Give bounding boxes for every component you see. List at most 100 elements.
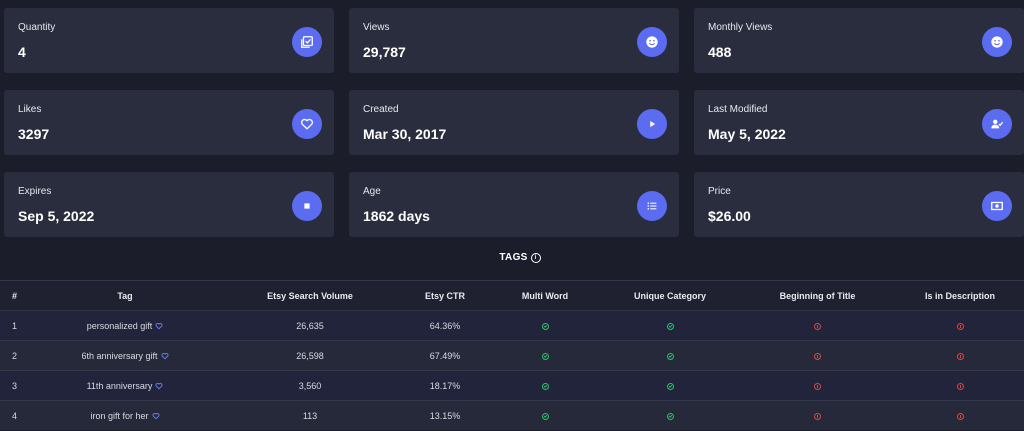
in-description-status: [900, 371, 1020, 401]
list-icon: [637, 191, 667, 221]
tag-cell: iron gift for her: [40, 401, 210, 431]
card-quantity: Quantity 4: [4, 8, 334, 73]
card-value: 488: [708, 44, 732, 60]
tag-cell: personalized gift: [40, 311, 210, 341]
card-value: $26.00: [708, 208, 751, 224]
check-circle-icon: [541, 323, 549, 331]
card-label: Created: [363, 104, 399, 115]
beginning-of-title-status: [755, 371, 880, 401]
card-views: Views 29,787: [349, 8, 679, 73]
check-circle-icon: [666, 383, 674, 391]
table-row: 4 iron gift for her 113 13.15%: [0, 400, 1024, 430]
column-header-in-description: Is in Description: [924, 291, 995, 301]
stop-icon: [292, 191, 322, 221]
in-description-status: [900, 311, 1020, 341]
tag-name: personalized gift: [86, 321, 153, 331]
alert-circle-icon: [956, 323, 964, 331]
check-circle-icon: [541, 413, 549, 421]
in-description-status: [900, 341, 1020, 371]
alert-circle-icon: [956, 353, 964, 361]
card-price: Price $26.00: [694, 172, 1024, 237]
unique-category-status: [610, 311, 730, 341]
alert-circle-icon: [814, 323, 821, 331]
alert-circle-icon: [956, 383, 964, 391]
check-circle-icon: [666, 353, 674, 361]
card-label: Age: [363, 186, 381, 197]
ctr-value: 67.49%: [429, 351, 461, 361]
card-likes: Likes 3297: [4, 90, 334, 155]
multi-word-status: [500, 311, 590, 341]
column-header-beginning-of-title: Beginning of Title: [779, 291, 856, 301]
row-number: 4: [12, 411, 18, 421]
in-description-status: [900, 401, 1020, 431]
tag-name: 11th anniversary: [86, 381, 153, 391]
search-volume: 26,635: [296, 321, 324, 331]
ctr-value: 13.15%: [429, 411, 461, 421]
alert-circle-icon: [956, 413, 964, 421]
heart-outline-icon[interactable]: [155, 382, 163, 390]
tag-cell: 6th anniversary gift: [40, 341, 210, 371]
unique-category-status: [610, 401, 730, 431]
table-header: # Tag Etsy Search Volume Etsy CTR Multi …: [0, 280, 1024, 310]
beginning-of-title-status: [755, 311, 880, 341]
card-value: 4: [18, 44, 26, 60]
card-value: 1862 days: [363, 208, 430, 224]
search-volume: 113: [302, 411, 318, 421]
search-volume: 26,598: [296, 351, 324, 361]
heart-outline-icon[interactable]: [155, 322, 163, 330]
tag-name: iron gift for her: [90, 411, 149, 421]
beginning-of-title-status: [755, 341, 880, 371]
column-header-number: #: [12, 291, 18, 301]
card-label: Quantity: [18, 22, 56, 33]
table-body: 1 personalized gift 26,635 64.36% 2 6th …: [0, 310, 1024, 430]
card-label: Last Modified: [708, 104, 768, 115]
search-volume: 3,560: [298, 381, 322, 391]
card-created: Created Mar 30, 2017: [349, 90, 679, 155]
heart-icon: [292, 109, 322, 139]
heart-outline-icon[interactable]: [161, 352, 169, 360]
card-value: 3297: [18, 126, 50, 142]
tags-heading: TAGS i: [0, 252, 1024, 263]
table-row: 1 personalized gift 26,635 64.36%: [0, 310, 1024, 340]
alert-circle-icon: [814, 413, 821, 421]
table-row: 3 11th anniversary 3,560 18.17%: [0, 370, 1024, 400]
column-header-search-volume: Etsy Search Volume: [267, 291, 353, 301]
card-value: 29,787: [363, 44, 406, 60]
card-expires: Expires Sep 5, 2022: [4, 172, 334, 237]
multi-word-status: [500, 371, 590, 401]
multi-word-status: [500, 341, 590, 371]
stats-cards: Quantity 4 Views 29,787 Monthly Views 48…: [4, 8, 1024, 237]
info-icon[interactable]: i: [530, 253, 541, 263]
card-label: Views: [363, 22, 390, 33]
alert-circle-icon: [814, 383, 821, 391]
ctr-value: 64.36%: [429, 321, 461, 331]
check-circle-icon: [666, 323, 674, 331]
row-number: 2: [12, 351, 18, 361]
column-header-multi-word: Multi Word: [521, 291, 569, 301]
row-number: 3: [12, 381, 18, 391]
check-circle-icon: [541, 353, 549, 361]
heart-outline-icon[interactable]: [152, 412, 160, 420]
check-circle-icon: [541, 383, 549, 391]
check-circle-icon: [666, 413, 674, 421]
alert-circle-icon: [814, 353, 821, 361]
card-label: Expires: [18, 186, 52, 197]
beginning-of-title-status: [755, 401, 880, 431]
unique-category-status: [610, 341, 730, 371]
tags-title: TAGS: [499, 252, 528, 263]
row-number: 1: [12, 321, 18, 331]
card-age: Age 1862 days: [349, 172, 679, 237]
money-icon: [982, 191, 1012, 221]
column-header-ctr: Etsy CTR: [424, 291, 465, 301]
card-value: Mar 30, 2017: [363, 126, 447, 142]
play-icon: [637, 109, 667, 139]
multi-word-status: [500, 401, 590, 431]
card-monthly-views: Monthly Views 488: [694, 8, 1024, 73]
card-label: Likes: [18, 104, 42, 115]
user-check-icon: [982, 109, 1012, 139]
column-header-unique-category: Unique Category: [633, 291, 706, 301]
card-value: Sep 5, 2022: [18, 208, 95, 224]
column-header-tag: Tag: [117, 291, 133, 301]
tag-cell: 11th anniversary: [40, 371, 210, 401]
ctr-value: 18.17%: [429, 381, 461, 391]
